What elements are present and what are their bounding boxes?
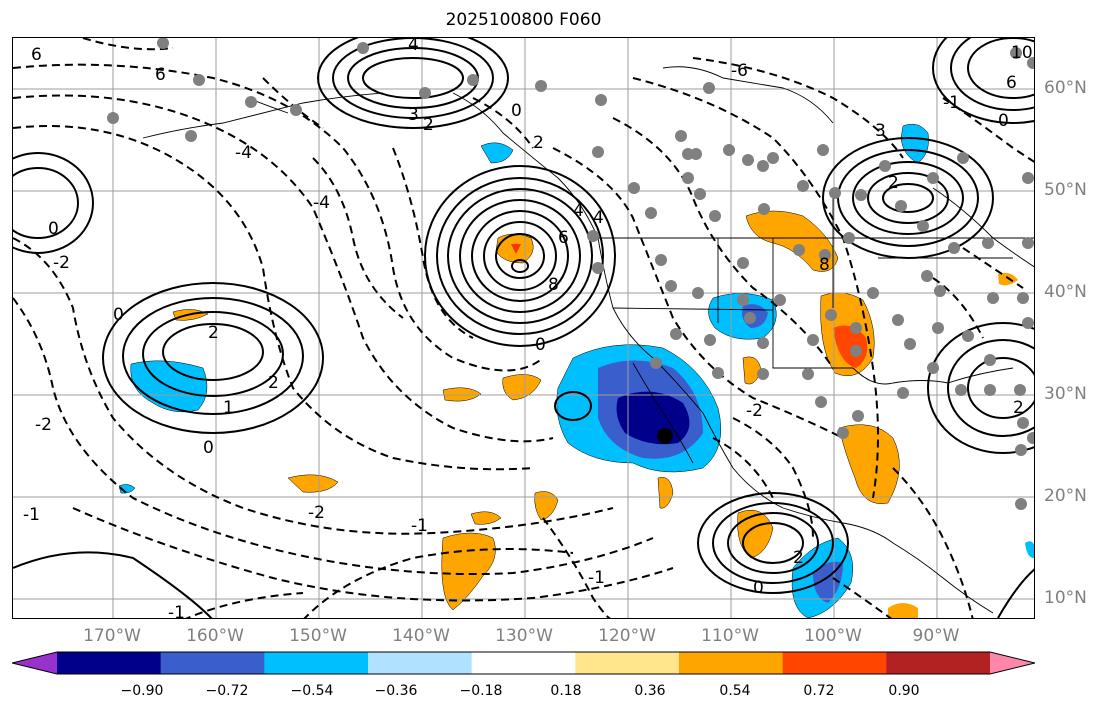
- station-dots: [107, 38, 1034, 510]
- colorbar-segment: [990, 652, 1035, 674]
- max-marker: [511, 244, 521, 254]
- contour-label: 0: [511, 101, 522, 121]
- colorbar-tick: 0.90: [888, 683, 920, 699]
- colorbar-tick: 0.18: [550, 683, 582, 699]
- contour-label: -6: [731, 61, 748, 81]
- lon-label: 140°W: [392, 626, 450, 646]
- contour-label: -2: [53, 253, 70, 273]
- lon-label: 160°W: [186, 626, 244, 646]
- low-center-marker: [657, 428, 673, 444]
- lon-label: 100°W: [804, 626, 862, 646]
- lon-label: 150°W: [289, 626, 347, 646]
- contour-label: -1: [411, 516, 428, 536]
- contour-label: 2: [208, 323, 219, 343]
- lon-label: 120°W: [598, 626, 656, 646]
- contour-label: -1: [23, 505, 40, 525]
- contour-label: 4: [593, 208, 604, 228]
- lat-label: 60°N: [1044, 78, 1087, 98]
- colorbar-tick: −0.72: [205, 683, 249, 699]
- colorbar-tick: −0.36: [374, 683, 418, 699]
- contour-label: 2: [888, 173, 899, 193]
- colorbar-segment: [575, 652, 680, 674]
- contour-label: 6: [558, 228, 569, 248]
- coastlines: [142, 66, 1034, 614]
- colorbar-segment: [782, 652, 887, 674]
- contour-label: 0: [753, 578, 764, 598]
- contour-label: 3: [875, 121, 886, 141]
- contour-label: 0: [48, 219, 59, 239]
- colorbar-segment: [12, 652, 57, 674]
- contour-label: 4: [408, 38, 419, 55]
- colorbar-segment: [264, 652, 369, 674]
- colorbar-tick: 0.72: [803, 683, 835, 699]
- contour-label: -2: [308, 503, 325, 523]
- contour-label: 0: [113, 305, 124, 325]
- contour-label: -1: [168, 603, 185, 619]
- contour-label: 1: [223, 398, 234, 418]
- lat-label: 40°N: [1044, 282, 1087, 302]
- colorbar-segment: [679, 652, 784, 674]
- colorbar-tick: 0.36: [634, 683, 666, 699]
- contour-label: 0: [535, 335, 546, 355]
- contour-label: 8: [548, 275, 559, 295]
- contour-label: 6: [31, 45, 42, 65]
- contour-label: -1: [943, 93, 960, 113]
- colorbar-tick: −0.18: [459, 683, 503, 699]
- contour-label: -2: [35, 415, 52, 435]
- contour-label: 3: [408, 105, 419, 125]
- colorbar-segment: [160, 652, 265, 674]
- map-canvas: 6 4 6 3 2 0 2 4 -6 -4 0 -2 -4 4 6 8 0 2 …: [13, 38, 1034, 619]
- contour-label: 4: [573, 201, 584, 221]
- colorbar-segment: [57, 652, 162, 674]
- contour-labels: 6 4 6 3 2 0 2 4 -6 -4 0 -2 -4 4 6 8 0 2 …: [23, 38, 1033, 619]
- contour-label: 6: [155, 65, 166, 85]
- colorbar-tick: 0.54: [719, 683, 751, 699]
- lat-label: 20°N: [1044, 486, 1087, 506]
- contour-label: 2: [533, 133, 544, 153]
- lat-label: 30°N: [1044, 384, 1087, 404]
- contour-label: -2: [746, 401, 763, 421]
- map-title: 2025100800 F060: [445, 10, 602, 30]
- colorbar-segment: [471, 652, 576, 674]
- colorbar-tick: −0.90: [120, 683, 164, 699]
- lat-label: 10°N: [1044, 588, 1087, 608]
- contour-label: -4: [313, 193, 330, 213]
- contour-label: 2: [423, 115, 434, 135]
- lat-label: 50°N: [1044, 180, 1087, 200]
- graticule: [13, 38, 1034, 618]
- contour-label: 2: [268, 373, 279, 393]
- contour-label: 0: [998, 111, 1009, 131]
- colorbar-tick: −0.54: [290, 683, 334, 699]
- map-panel: 6 4 6 3 2 0 2 4 -6 -4 0 -2 -4 4 6 8 0 2 …: [12, 37, 1035, 619]
- contour-label: -1: [588, 568, 605, 588]
- colorbar: [12, 651, 1035, 675]
- lon-label: 110°W: [701, 626, 759, 646]
- contour-label: -4: [235, 143, 252, 163]
- lon-label: 170°W: [83, 626, 141, 646]
- colorbar-segment: [368, 652, 473, 674]
- contour-label: 6: [1006, 73, 1017, 93]
- solid-contours: [13, 38, 1034, 618]
- contour-label: 10: [1011, 43, 1033, 63]
- lon-label: 90°W: [912, 626, 960, 646]
- dashed-contours: [13, 38, 1034, 618]
- contour-label: 2: [1013, 398, 1024, 418]
- colorbar-segment: [886, 652, 991, 674]
- contour-label: 0: [203, 438, 214, 458]
- lon-label: 130°W: [495, 626, 553, 646]
- contour-label: 8: [819, 255, 830, 275]
- contour-label: 2: [793, 548, 804, 568]
